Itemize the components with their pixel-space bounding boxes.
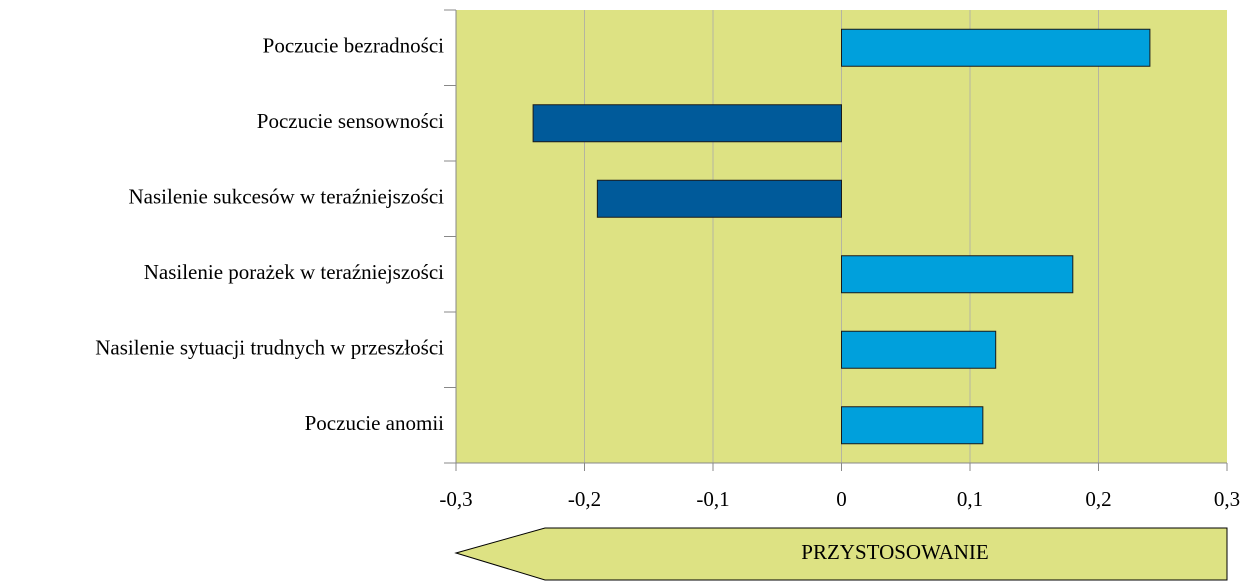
y-tick-label: Poczucie sensowności: [257, 109, 444, 133]
bar: [841, 406, 984, 445]
x-tick-label: 0: [836, 487, 847, 511]
bar: [841, 28, 1151, 67]
y-tick-label: Nasilenie sytuacji trudnych w przeszłośc…: [95, 336, 444, 360]
bar: [841, 255, 1074, 294]
direction-arrow: [454, 527, 1228, 581]
x-tick-label: -0,1: [696, 487, 729, 511]
x-tick-label: -0,3: [439, 487, 472, 511]
y-tick-label: Poczucie bezradności: [263, 34, 444, 58]
x-tick-label: 0,3: [1214, 487, 1240, 511]
bar: [841, 330, 997, 369]
bar: [532, 104, 842, 143]
annotation: PRZYSTOSOWANIE: [801, 540, 988, 564]
x-tick-label: 0,2: [1085, 487, 1111, 511]
x-tick-label: 0,1: [957, 487, 983, 511]
y-tick-label: Nasilenie porażek w teraźniejszości: [144, 260, 444, 284]
bar: [596, 179, 842, 218]
y-tick-label: Poczucie anomii: [305, 411, 445, 435]
x-tick-label: -0,2: [568, 487, 601, 511]
y-tick-label: Nasilenie sukcesów w teraźniejszości: [129, 185, 445, 209]
